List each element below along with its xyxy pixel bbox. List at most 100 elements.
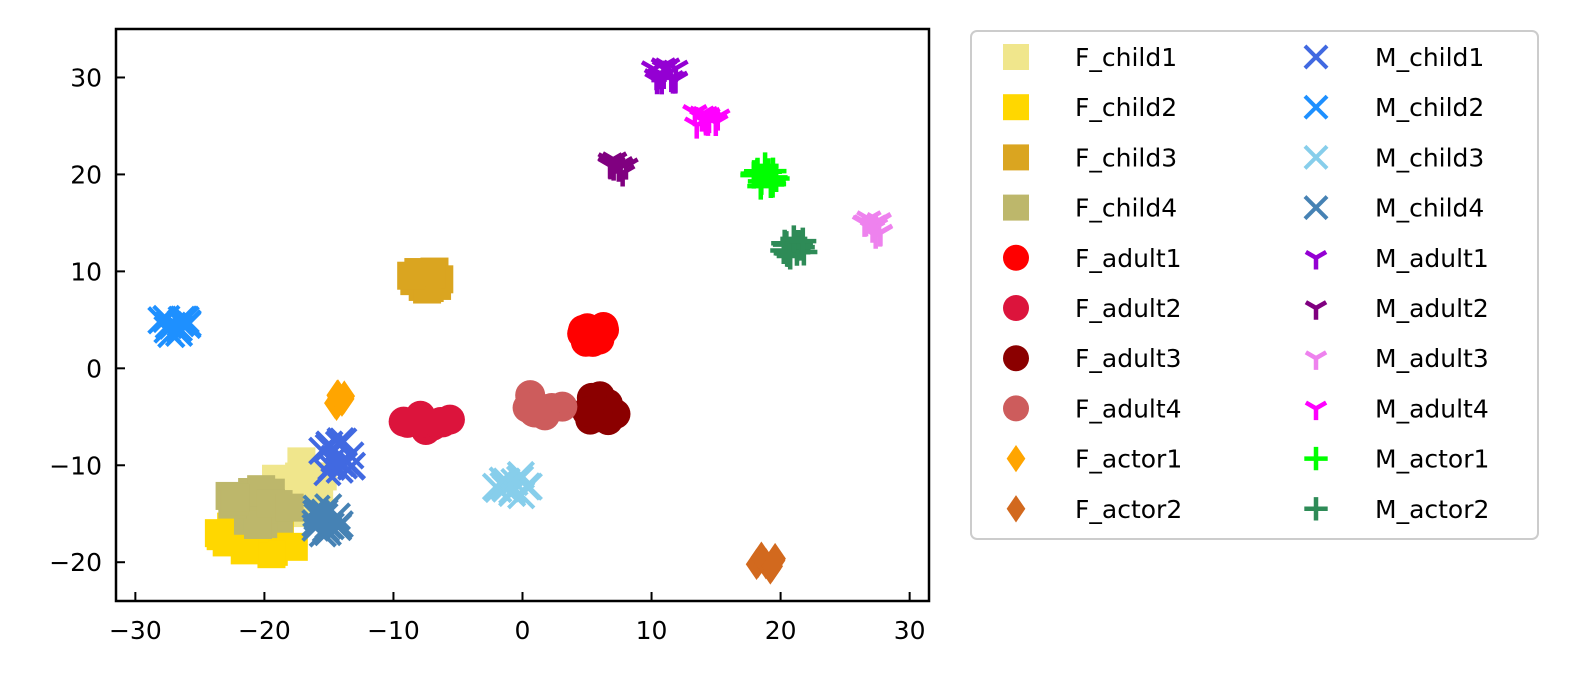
legend-label: F_adult2 <box>1075 294 1182 323</box>
legend-marker <box>1304 350 1328 370</box>
legend-label: M_child2 <box>1375 93 1484 122</box>
x-tick-label: 0 <box>515 616 531 645</box>
legend-label: M_child3 <box>1375 143 1484 172</box>
legend-marker <box>1003 44 1029 70</box>
series-M_adult1 <box>640 57 689 95</box>
y-tick-label: 30 <box>70 63 102 92</box>
series-F_adult4 <box>512 380 578 431</box>
legend-item-M_actor1: M_actor1 <box>1304 445 1489 474</box>
legend-marker <box>1304 400 1328 421</box>
x-tick-label: −30 <box>109 616 162 645</box>
data-point <box>776 242 804 270</box>
data-points <box>147 57 894 585</box>
data-point <box>173 310 202 340</box>
legend-label: M_adult3 <box>1375 344 1489 373</box>
legend-item-F_child3: F_child3 <box>1003 143 1177 172</box>
legend-marker <box>1304 250 1328 270</box>
legend-item-F_child4: F_child4 <box>1003 194 1177 223</box>
legend-label: F_adult4 <box>1075 394 1182 423</box>
legend-marker <box>1003 94 1029 121</box>
legend-item-M_child4: M_child4 <box>1303 194 1484 223</box>
legend-marker <box>1003 244 1029 271</box>
legend-item-M_actor2: M_actor2 <box>1304 495 1489 524</box>
legend-item-F_adult1: F_adult1 <box>1003 244 1182 273</box>
data-point <box>308 436 337 465</box>
data-point <box>481 472 511 501</box>
y-tick-label: 10 <box>70 257 102 286</box>
data-point <box>573 396 604 427</box>
legend-item-F_actor2: F_actor2 <box>1006 495 1182 524</box>
y-tick-label: −20 <box>49 548 102 577</box>
legend-item-F_adult3: F_adult3 <box>1003 344 1182 373</box>
series-F_actor2 <box>745 541 786 585</box>
series-F_child3 <box>397 257 454 304</box>
series-M_adult3 <box>851 210 894 249</box>
data-point <box>257 540 286 569</box>
series-M_child1 <box>308 427 367 487</box>
y-tick-label: 20 <box>70 160 102 189</box>
legend-label: F_child1 <box>1075 43 1177 72</box>
legend-label: M_adult1 <box>1375 244 1489 273</box>
series-F_actor1 <box>324 379 356 421</box>
series-M_child3 <box>481 460 543 510</box>
data-point <box>760 163 788 191</box>
data-point <box>302 494 331 523</box>
legend: F_child1 F_child2 F_child3 F_child4 F_adult1… <box>970 30 1539 540</box>
data-point <box>275 493 304 522</box>
legend-marker <box>1003 194 1029 221</box>
data-point <box>859 220 886 243</box>
legend-item-M_child3: M_child3 <box>1303 143 1484 172</box>
legend-marker <box>1003 295 1029 321</box>
legend-label: M_child4 <box>1375 194 1484 223</box>
data-point <box>221 483 250 512</box>
legend-label: M_adult4 <box>1375 394 1489 423</box>
data-point <box>325 510 354 539</box>
legend-label: F_child3 <box>1075 143 1177 172</box>
series-F_adult1 <box>567 312 620 357</box>
x-tick-label: −20 <box>238 616 291 645</box>
legend-item-F_child1: F_child1 <box>1003 43 1177 72</box>
data-point <box>789 227 817 255</box>
legend-label: F_adult3 <box>1075 344 1182 373</box>
legend-item-F_actor1: F_actor1 <box>1006 444 1182 474</box>
legend-label: M_actor1 <box>1375 445 1489 474</box>
y-tick-label: −10 <box>49 451 102 480</box>
legend-label: F_actor2 <box>1075 495 1182 524</box>
series-F_adult2 <box>388 400 465 446</box>
legend-label: M_actor2 <box>1375 495 1489 524</box>
data-point <box>314 433 343 462</box>
legend-label: F_adult1 <box>1075 244 1182 273</box>
data-point <box>764 542 786 575</box>
legend-frame <box>970 30 1539 540</box>
data-point <box>397 261 426 290</box>
y-tick-label: 0 <box>86 354 102 383</box>
data-point <box>512 392 543 423</box>
legend-item-F_child2: F_child2 <box>1003 93 1177 122</box>
legend-marker <box>1303 195 1329 221</box>
x-tick-label: 30 <box>894 616 926 645</box>
legend-marker <box>1003 345 1029 372</box>
legend-marker <box>1003 395 1029 422</box>
series-M_child2 <box>147 304 202 349</box>
legend-item-M_child1: M_child1 <box>1303 43 1484 72</box>
legend-label: F_child4 <box>1075 194 1177 223</box>
legend-item-M_adult4: M_adult4 <box>1304 394 1489 423</box>
legend-marker <box>1003 144 1029 171</box>
legend-marker <box>1303 144 1329 170</box>
data-point <box>392 407 423 438</box>
legend-marker <box>1304 446 1328 471</box>
legend-item-M_adult2: M_adult2 <box>1304 294 1489 323</box>
legend-marker <box>1006 444 1026 473</box>
y-axis: −20 −10 0 10 20 30 <box>49 63 125 577</box>
data-point <box>331 385 353 417</box>
legend-marker <box>1303 94 1329 120</box>
legend-label: M_child1 <box>1375 43 1484 72</box>
series-M_adult2 <box>597 151 639 187</box>
data-point <box>692 111 719 134</box>
series-M_child4 <box>301 493 354 548</box>
legend-item-M_adult3: M_adult3 <box>1304 344 1489 373</box>
legend-item-F_adult4: F_adult4 <box>1003 394 1182 423</box>
legend-item-M_child2: M_child2 <box>1303 93 1484 122</box>
legend-marker <box>1304 497 1328 521</box>
